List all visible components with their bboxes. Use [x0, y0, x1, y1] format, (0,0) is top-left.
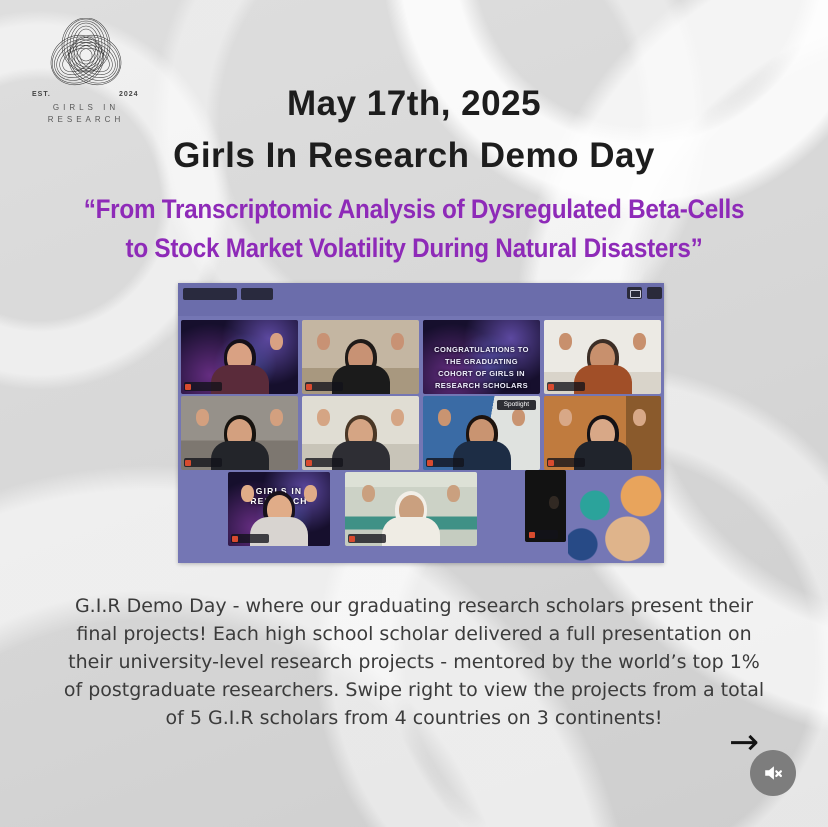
gir-logo: EST. 2024 GIRLS IN RESEARCH: [26, 14, 146, 132]
participant-tile-2: [302, 320, 419, 394]
participant-name-label: [184, 382, 222, 391]
participant-tile-1: [181, 320, 298, 394]
logo-name-line2: RESEARCH: [47, 115, 125, 124]
zoom-meeting-screenshot: CONGRATULATIONS TO THE GRADUATING COHORT…: [178, 283, 664, 563]
participant-waving: [345, 472, 477, 546]
subtitle-line-1: “From Transcriptomic Analysis of Dysregu…: [83, 194, 745, 224]
event-description: G.I.R Demo Day - where our graduating re…: [34, 592, 794, 732]
meeting-name-badge: [183, 288, 237, 300]
participant-waving: [302, 320, 419, 394]
participant-name-label: [547, 458, 585, 467]
speaker-muted-icon: [765, 766, 782, 780]
participant-tile-7: [544, 396, 661, 470]
logo-year-label: 2024: [119, 91, 139, 98]
congrats-slide-text: CONGRATULATIONS TO THE GRADUATING COHORT…: [434, 345, 529, 390]
description-line-5: of 5 G.I.R scholars from 4 countries on …: [165, 707, 663, 729]
participant-name-label: [231, 534, 269, 543]
description-line-3: their university-level research projects…: [68, 651, 760, 673]
participant-waving: [544, 396, 661, 470]
spirograph-logo-icon: [50, 18, 122, 86]
participant-name-label: [547, 382, 585, 391]
event-subtitle: “From Transcriptomic Analysis of Dysregu…: [41, 190, 786, 268]
participant-name-label: [348, 534, 386, 543]
swipe-right-arrow-icon[interactable]: →: [729, 722, 760, 763]
participant-tile-3: [544, 320, 661, 394]
gir-branded-tile: GIRLS IN RESEARCH: [228, 472, 330, 546]
participant-tile-5: [302, 396, 419, 470]
congrats-slide-tile: CONGRATULATIONS TO THE GRADUATING COHORT…: [423, 320, 540, 394]
participant-waving: [302, 396, 419, 470]
participant-tile-6: Spotlight: [423, 396, 540, 470]
meeting-top-bar: [178, 283, 664, 316]
gallery-view-icon: [627, 287, 642, 299]
meeting-count-badge: [241, 288, 273, 300]
illustration-tile: [568, 470, 664, 563]
description-line-2: final projects! Each high school scholar…: [76, 623, 752, 645]
participant-tile-4: [181, 396, 298, 470]
participant-waving: [544, 320, 661, 394]
subtitle-line-2: to Stock Market Volatility During Natura…: [125, 233, 703, 263]
mute-toggle-button[interactable]: [750, 750, 796, 796]
participant-name-label: [305, 458, 343, 467]
description-line-4: of postgraduate researchers. Swipe right…: [63, 679, 765, 701]
logo-est-label: EST.: [32, 91, 51, 98]
logo-name-line1: GIRLS IN: [52, 103, 120, 112]
event-title: Girls In Research Demo Day: [173, 136, 655, 175]
event-date: May 17th, 2025: [286, 84, 542, 123]
participant-name-label: [305, 382, 343, 391]
participant-tile-8: [345, 472, 477, 546]
dim-hand-shape: [549, 496, 559, 509]
participant-name-label: [528, 530, 558, 539]
participant-name-label: [184, 458, 222, 467]
participant-name-label: [426, 458, 464, 467]
spotlight-badge: Spotlight: [496, 400, 536, 410]
description-line-1: G.I.R Demo Day - where our graduating re…: [74, 595, 754, 617]
view-options-icon: [647, 287, 662, 299]
dark-video-tile: [525, 470, 566, 542]
participant-waving: [228, 472, 330, 546]
